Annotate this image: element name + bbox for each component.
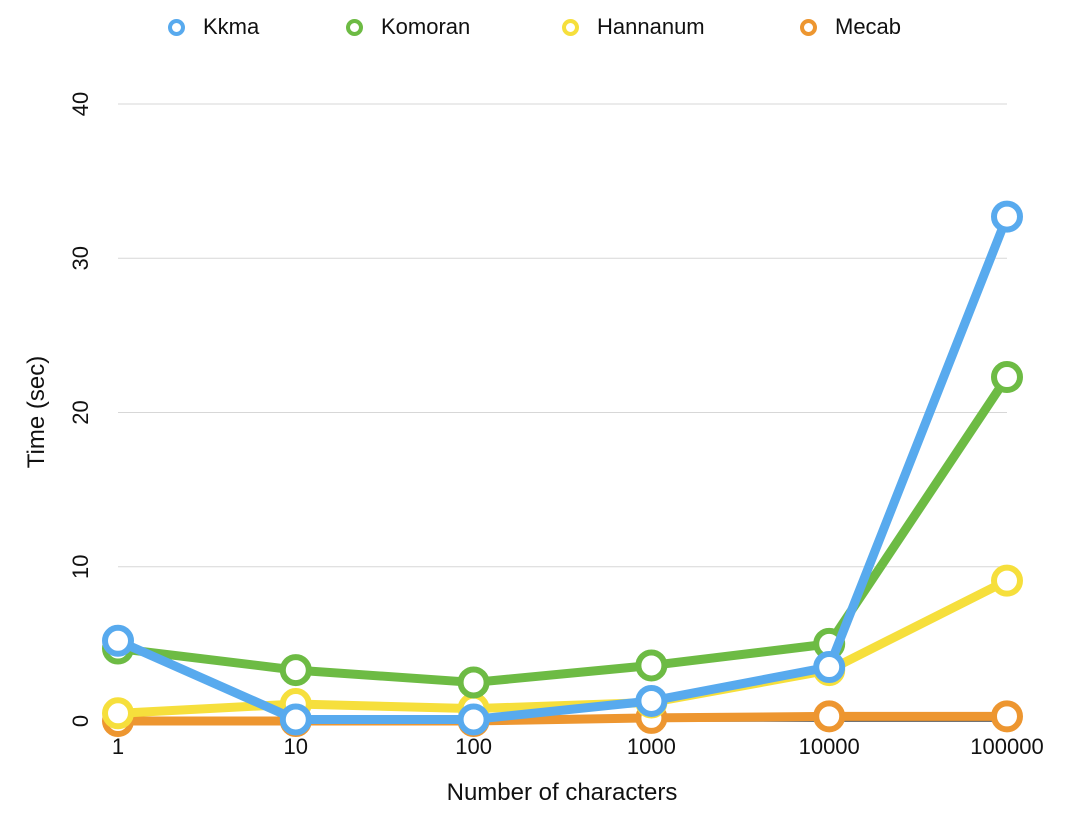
data-point-mecab[interactable]: [813, 700, 846, 733]
data-point-hannanum[interactable]: [102, 697, 134, 730]
y-tick-label: 30: [68, 246, 93, 270]
series-line-hannanum: [113, 576, 1012, 718]
legend-label-hannanum: Hannanum: [597, 14, 705, 39]
x-tick-label: 1: [112, 734, 124, 759]
series-line-komoran: [113, 372, 1012, 687]
data-point-hannanum[interactable]: [991, 564, 1023, 597]
y-axis-ticks: 0 10 20 30 40: [68, 92, 93, 727]
legend-label-komoran: Komoran: [381, 14, 471, 39]
y-tick-label: 20: [68, 400, 93, 424]
legend-item-hannanum[interactable]: Hannanum: [562, 12, 705, 42]
x-tick-label: 100000: [970, 734, 1043, 759]
x-tick-label: 10000: [799, 734, 860, 759]
y-tick-label: 10: [68, 555, 93, 579]
x-tick-label: 1000: [627, 734, 676, 759]
y-tick-label: 0: [68, 715, 93, 727]
data-point-kkma[interactable]: [102, 624, 134, 657]
legend-marker-hannanum: [562, 18, 579, 36]
x-axis-ticks: 1 10 100 1000 10000 100000: [112, 734, 1044, 759]
x-tick-label: 100: [455, 734, 492, 759]
data-point-kkma[interactable]: [279, 703, 312, 736]
y-axis-title: Time (sec): [23, 356, 50, 468]
data-point-kkma[interactable]: [457, 703, 490, 736]
chart-legend: Kkma Komoran Hannanum Mecab: [0, 12, 1080, 42]
x-axis-title: Number of characters: [447, 779, 678, 806]
legend-marker-kkma: [168, 18, 185, 36]
series-kkma: [102, 200, 1023, 736]
data-point-kkma[interactable]: [635, 684, 668, 717]
series-hannanum: [102, 564, 1023, 730]
legend-label-kkma: Kkma: [203, 14, 260, 39]
legend-marker-komoran: [346, 18, 363, 36]
data-point-kkma[interactable]: [991, 200, 1023, 233]
legend-marker-mecab: [800, 18, 817, 36]
data-point-komoran[interactable]: [635, 649, 668, 682]
legend-item-mecab[interactable]: Mecab: [800, 12, 901, 42]
x-tick-label: 10: [284, 734, 308, 759]
data-point-komoran[interactable]: [279, 654, 312, 687]
data-point-mecab[interactable]: [991, 700, 1023, 733]
series-line-mecab: [113, 711, 1012, 726]
legend-item-komoran[interactable]: Komoran: [346, 12, 470, 42]
legend-item-kkma[interactable]: Kkma: [168, 12, 259, 42]
y-tick-label: 40: [68, 92, 93, 116]
data-point-komoran[interactable]: [991, 361, 1023, 394]
legend-label-mecab: Mecab: [835, 14, 902, 39]
series-line-kkma: [113, 212, 1012, 724]
gridlines: [118, 103, 1007, 722]
data-point-kkma[interactable]: [813, 651, 846, 684]
series-layer: [102, 200, 1023, 737]
data-point-komoran[interactable]: [457, 666, 490, 699]
